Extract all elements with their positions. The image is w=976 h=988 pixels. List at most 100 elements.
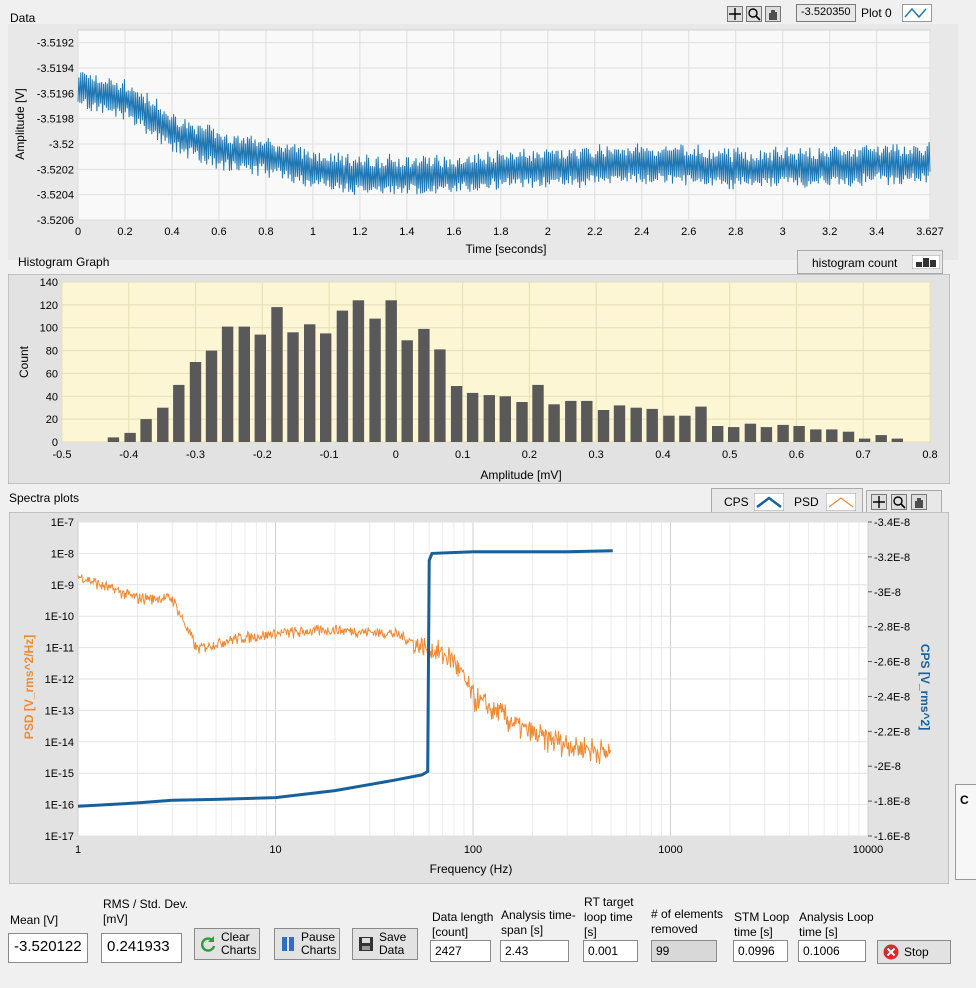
- histogram-bar: [369, 318, 381, 442]
- histogram-bar: [271, 307, 283, 442]
- histogram-y-tick: 60: [46, 368, 58, 380]
- analysis-span-label: Analysis time-span [s]: [501, 908, 576, 937]
- histogram-bar: [793, 426, 805, 442]
- save-data-label: Save Data: [379, 930, 407, 957]
- rt-target-label: RT target loop time [s]: [584, 895, 634, 939]
- histogram-legend-icon: [912, 255, 940, 269]
- data-x-tick: 0.6: [211, 226, 226, 238]
- psd-axis-tick: 1E-13: [45, 705, 74, 717]
- spectra-legend[interactable]: CPS PSD: [711, 488, 863, 514]
- histogram-bar: [157, 407, 169, 442]
- refresh-icon: [201, 936, 216, 952]
- data-series-line: [77, 72, 931, 195]
- data-y-tick: -3.5194: [37, 63, 74, 75]
- spectra-chart[interactable]: 1 10 100 1000 10000 1E-7 1E-8 1E-9 1E-10 1E-11 1E…: [9, 512, 949, 884]
- cps-axis-tick: -2.2E-8: [874, 726, 910, 738]
- histogram-bar: [434, 349, 446, 442]
- data-x-tick: 3: [780, 226, 786, 238]
- zoom-tool-icon[interactable]: [746, 6, 762, 22]
- histogram-bar: [189, 362, 202, 442]
- histogram-bar: [466, 392, 479, 442]
- plot-legend-label: Plot 0: [861, 6, 892, 20]
- psd-axis-tick: 1E-7: [51, 517, 74, 529]
- histogram-bar: [875, 435, 887, 442]
- cps-axis-tick: -1.8E-8: [874, 796, 910, 808]
- cps-axis-tick: -2.6E-8: [874, 657, 910, 669]
- histogram-bar: [728, 427, 740, 442]
- stop-label: Stop: [904, 944, 929, 959]
- histogram-bar: [450, 386, 463, 442]
- pause-charts-button[interactable]: Pause Charts: [274, 928, 340, 960]
- cursor-tool-icon[interactable]: [727, 6, 743, 22]
- histogram-bar: [205, 350, 218, 442]
- histogram-x-tick: 0.5: [722, 449, 737, 461]
- spectra-x-tick: 10: [269, 844, 281, 856]
- plot-legend-swatch[interactable]: [902, 4, 932, 22]
- histogram-x-tick: 0.1: [455, 449, 470, 461]
- histogram-x-tick: 0.2: [522, 449, 537, 461]
- mean-indicator: -3.520122: [8, 933, 88, 963]
- partial-window-edge: C: [955, 784, 976, 880]
- save-data-button[interactable]: Save Data: [352, 928, 418, 960]
- psd-axis-tick: 1E-15: [45, 768, 74, 780]
- histogram-x-tick: 0.6: [789, 449, 804, 461]
- clear-charts-button[interactable]: Clear Charts: [194, 928, 260, 960]
- cursor-tool-icon[interactable]: [871, 494, 887, 510]
- data-x-tick: 0.8: [258, 226, 273, 238]
- histogram-bar: [597, 410, 610, 442]
- data-x-axis-label: Time [seconds]: [466, 242, 547, 256]
- zoom-tool-icon[interactable]: [891, 494, 907, 510]
- cps-legend-label: CPS: [724, 495, 749, 509]
- histogram-y-tick: 140: [40, 277, 58, 289]
- elements-removed-label: # of elements removed: [651, 907, 724, 936]
- stop-icon: [883, 944, 899, 960]
- histogram-bar: [254, 334, 266, 442]
- cps-legend-swatch[interactable]: [754, 493, 784, 511]
- spectra-x-axis-label: Frequency (Hz): [430, 862, 513, 876]
- data-x-tick: 1: [310, 226, 316, 238]
- psd-series-line: [77, 574, 612, 765]
- histogram-y-tick: 100: [40, 323, 58, 335]
- histogram-bar: [107, 437, 120, 442]
- data-x-tick: 2.8: [728, 226, 743, 238]
- histogram-y-tick: 120: [40, 300, 58, 312]
- histogram-bar: [532, 384, 544, 442]
- histogram-x-tick: -0.5: [53, 449, 72, 461]
- histogram-bar: [712, 426, 724, 442]
- stm-loop-label: STM Loop time [s]: [734, 910, 790, 939]
- cps-axis-tick: -2.8E-8: [874, 622, 910, 634]
- histogram-bar: [613, 405, 626, 442]
- histogram-x-tick: 0.4: [655, 449, 670, 461]
- histogram-bar: [221, 326, 234, 442]
- histogram-bar: [826, 429, 838, 442]
- data-x-tick: 3.4: [869, 226, 884, 238]
- histogram-x-tick: 0.8: [922, 449, 937, 461]
- data-x-tick: 0.2: [117, 226, 132, 238]
- histogram-bar: [418, 328, 430, 442]
- stm-loop-indicator: 0.0996: [733, 940, 788, 962]
- spectra-x-tick: 10000: [853, 844, 884, 856]
- pan-tool-icon[interactable]: [765, 6, 781, 22]
- histogram-bar: [336, 310, 349, 442]
- histogram-bar: [499, 396, 511, 442]
- psd-legend-swatch[interactable]: [826, 493, 856, 511]
- data-y-tick: -3.5206: [37, 215, 74, 227]
- histogram-chart[interactable]: -0.5 -0.4 -0.3 -0.2 -0.1 0 0.1 0.2 0.3 0.4 0.5 0.6 0…: [8, 274, 950, 484]
- histogram-bar: [695, 406, 707, 442]
- histogram-legend[interactable]: histogram count: [797, 250, 943, 274]
- rt-target-control[interactable]: 0.001: [583, 940, 638, 962]
- histogram-x-tick: 0.3: [589, 449, 604, 461]
- data-chart[interactable]: 0 0.2 0.4 0.6 0.8 1 1.2 1.4 1.6 1.8 2 2.2 2.4 2.6 2.8 3…: [8, 24, 958, 260]
- histogram-title: Histogram Graph: [18, 255, 110, 269]
- data-y-tick: -3.5204: [37, 190, 74, 202]
- elements-removed-indicator: 99: [651, 940, 717, 962]
- data-y-tick: -3.5196: [37, 88, 74, 100]
- histogram-bar: [304, 324, 316, 442]
- histogram-bar: [630, 407, 642, 442]
- histogram-bar: [238, 326, 250, 442]
- histogram-bar: [548, 404, 560, 442]
- pause-icon: [282, 937, 294, 951]
- pan-tool-icon[interactable]: [911, 494, 927, 510]
- data-length-indicator: 2427: [430, 940, 491, 962]
- stop-button[interactable]: Stop: [877, 940, 951, 964]
